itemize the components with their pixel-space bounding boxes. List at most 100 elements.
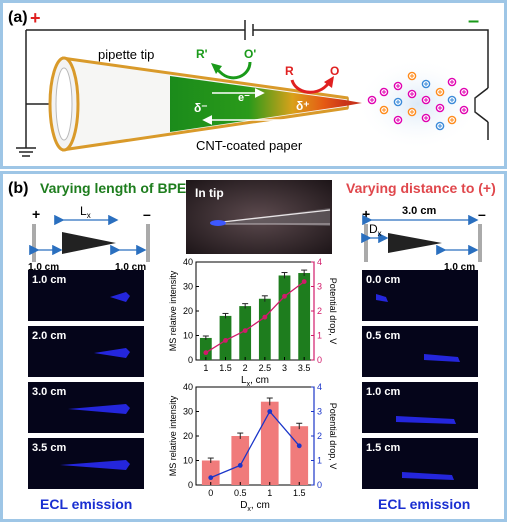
- ecl-image-label: 3.5 cm: [32, 442, 66, 454]
- ecl-image-label: 1.0 cm: [32, 274, 66, 286]
- ecl-image: [362, 326, 478, 377]
- y-tick-label: 40: [183, 257, 193, 267]
- ecl-image-label: 0.5 cm: [366, 330, 400, 342]
- panel-b-frame: [0, 171, 507, 522]
- y2-tick-label: 4: [317, 382, 322, 392]
- dx-label: Dx: [369, 222, 382, 238]
- x-tick-label: 2: [243, 363, 248, 373]
- bar: [201, 460, 220, 485]
- spray-plume: [356, 58, 480, 150]
- x-axis-label: Lx, cm: [241, 375, 269, 388]
- product-o-prime: O': [244, 47, 256, 61]
- right-title: Varying distance to (+): [346, 180, 496, 196]
- ecl-image: [362, 438, 478, 489]
- product-o: O: [330, 64, 339, 78]
- wire-right: [253, 29, 489, 88]
- x-tick-label: 1.5: [293, 488, 306, 498]
- pipette-tip-label: pipette tip: [98, 47, 154, 62]
- potential-line: [210, 410, 300, 479]
- right-gap-label: 1.0 cm: [115, 262, 146, 273]
- panel-a-label: (a): [8, 9, 28, 26]
- y-tick-label: 10: [183, 456, 193, 466]
- ion-cloud: [367, 71, 469, 131]
- ecl-image: [362, 270, 478, 321]
- y-tick-label: 20: [183, 306, 193, 316]
- right-schem-minus: –: [478, 206, 486, 222]
- x-tick-label: 1.5: [219, 363, 232, 373]
- ecl-emission-shape: [68, 404, 130, 414]
- y2-tick-label: 4: [317, 257, 322, 267]
- y2-tick-label: 3: [317, 282, 322, 292]
- bar: [278, 275, 291, 360]
- right-schem-plus: +: [362, 206, 370, 222]
- in-tip-label: In tip: [195, 186, 224, 200]
- x-tick-label: 3: [282, 363, 287, 373]
- y2-tick-label: 0: [317, 355, 322, 365]
- bar: [298, 273, 311, 360]
- y2-tick-label: 2: [317, 306, 322, 316]
- x-tick-label: 2.5: [259, 363, 272, 373]
- left-gap-label: 1.0 cm: [28, 262, 59, 273]
- y-tick-label: 30: [183, 407, 193, 417]
- potential-point: [282, 293, 287, 299]
- ecl-image: [362, 382, 478, 433]
- reactant-r-prime: R': [196, 47, 208, 61]
- delta-minus-label: δ⁻: [194, 101, 208, 115]
- ecl-emission-right: ECL emission: [378, 496, 470, 512]
- y2-tick-label: 3: [317, 407, 322, 417]
- ecl-emission-shape: [424, 354, 460, 362]
- x-tick-label: 1: [203, 363, 208, 373]
- bar: [290, 426, 309, 485]
- y-tick-label: 10: [183, 331, 193, 341]
- right-ecl-images: 0.0 cm 0.5 cm 1.0 cm 1.5 cm: [362, 270, 478, 489]
- plot-frame: [195, 261, 315, 361]
- potential-point: [242, 328, 248, 333]
- y2-tick-label: 0: [317, 480, 322, 490]
- ecl-image-label: 3.0 cm: [32, 386, 66, 398]
- span-label: 3.0 cm: [402, 205, 436, 217]
- bpe-shape: [62, 232, 116, 254]
- right-schematic: + – 3.0 cm Dx 1.0 cm: [361, 205, 486, 273]
- x-tick-label: 0.5: [234, 488, 247, 498]
- x-axis-label: Dx, cm: [240, 500, 270, 513]
- ecl-image-label: 2.0 cm: [32, 330, 66, 342]
- ecl-glow-spot: [210, 220, 226, 226]
- ecl-emission-shape: [60, 460, 130, 470]
- bar: [260, 401, 279, 485]
- ecl-image-label: 0.0 cm: [366, 274, 400, 286]
- cnt-paper-electrode: [170, 76, 345, 132]
- delta-plus-label: δ⁺: [296, 99, 310, 113]
- left-schematic: + – Lx 1.0 cm 1.0 cm: [28, 204, 151, 273]
- panel-b-label: (b): [8, 180, 28, 197]
- potential-point: [223, 338, 228, 343]
- y-tick-label: 40: [183, 382, 193, 392]
- potential-point: [237, 463, 243, 468]
- bar: [239, 306, 252, 360]
- potential-point: [267, 409, 273, 414]
- potential-point: [203, 350, 209, 356]
- ecl-emission-shape: [94, 348, 130, 358]
- negative-terminal: –: [468, 10, 479, 32]
- x-tick-label: 0: [208, 488, 213, 498]
- x-tick-label: 3.5: [298, 363, 311, 373]
- ecl-image-label: 1.5 cm: [366, 442, 400, 454]
- y2-axis-label: Potential drop, V: [328, 278, 338, 345]
- potential-point: [208, 475, 214, 481]
- bpe-shape-right: [388, 233, 442, 253]
- y-tick-label: 20: [183, 431, 193, 441]
- lx-label: Lx: [80, 204, 91, 220]
- y-tick-label: 30: [183, 282, 193, 292]
- left-schem-plus: +: [32, 206, 40, 222]
- green-redox-arrow: [214, 61, 252, 80]
- red-redox-arrow: [290, 79, 332, 94]
- bar: [258, 298, 271, 360]
- panel-a-frame: [0, 0, 507, 169]
- left-schem-minus: –: [143, 206, 151, 222]
- reactant-r: R: [285, 64, 294, 78]
- cnt-paper-label: CNT-coated paper: [196, 138, 303, 153]
- bar: [199, 337, 212, 360]
- ecl-emission-left: ECL emission: [40, 496, 132, 512]
